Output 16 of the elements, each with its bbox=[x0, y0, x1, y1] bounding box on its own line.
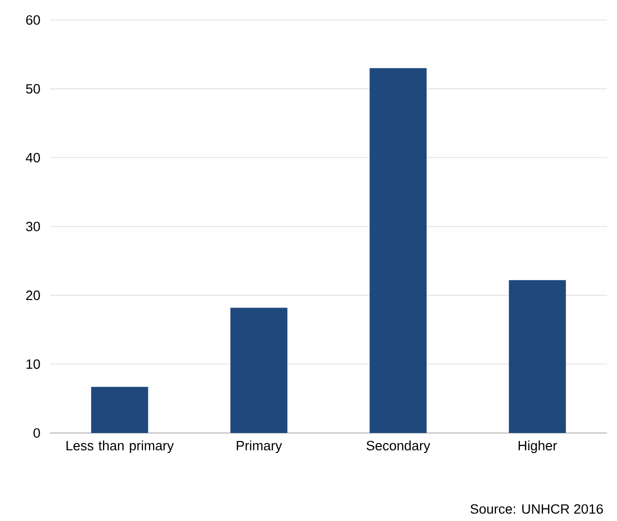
bar bbox=[91, 386, 148, 433]
y-tick-label: 50 bbox=[26, 84, 40, 94]
x-tick-label: Higher bbox=[518, 440, 557, 454]
y-tick-label: 0 bbox=[34, 428, 40, 438]
y-tick-label: 30 bbox=[26, 222, 40, 232]
y-tick-label: 60 bbox=[26, 15, 40, 25]
y-tick-label: 20 bbox=[26, 290, 40, 300]
x-tick-label: Secondary bbox=[366, 440, 430, 454]
x-tick-label: Primary bbox=[236, 440, 282, 454]
bar bbox=[230, 308, 288, 433]
bar bbox=[508, 280, 566, 433]
y-tick-label: 40 bbox=[26, 152, 40, 162]
bar bbox=[370, 68, 427, 433]
y-tick-label: 10 bbox=[26, 359, 40, 369]
source-note: Source: UNHCR 2016 bbox=[470, 504, 603, 514]
x-tick-label: Less than primary bbox=[66, 440, 174, 454]
